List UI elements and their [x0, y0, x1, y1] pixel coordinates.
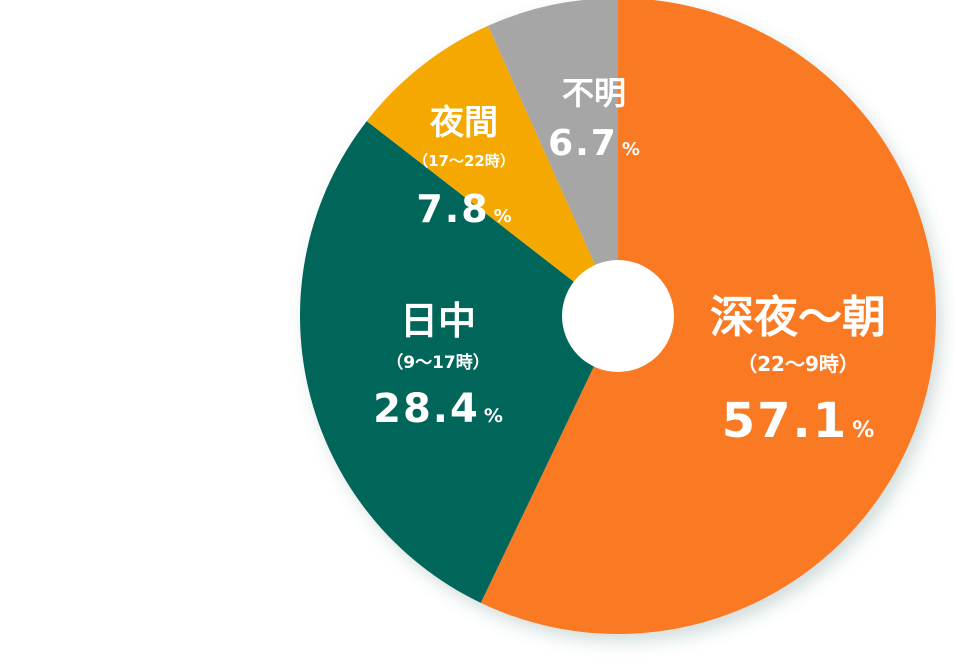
- slice-value: 57.1: [722, 393, 848, 449]
- label-group-slice-2: 夜間 （17～22時） 7.8%: [413, 103, 515, 231]
- slice-unit: %: [494, 206, 512, 227]
- slice-label-name: 深夜～朝: [710, 292, 886, 343]
- slice-unit: %: [852, 418, 874, 443]
- slice-label-name: 夜間: [429, 103, 498, 143]
- pie-slice-0: [480, 0, 936, 634]
- slice-label-value: 57.1%: [722, 393, 874, 449]
- pie-slice-3: [488, 0, 618, 316]
- slice-unit: %: [622, 139, 640, 160]
- label-group-slice-1: 日中 （9～17時） 28.4%: [373, 299, 503, 432]
- slices: [300, 0, 936, 634]
- slice-value: 28.4: [373, 386, 480, 432]
- label-group-slice-0: 深夜～朝 （22～9時） 57.1%: [710, 292, 886, 449]
- slice-value: 6.7: [548, 123, 618, 164]
- donut-hole: [562, 260, 674, 372]
- slice-label-value: 6.7%: [548, 123, 640, 164]
- pie-slice-1: [300, 121, 618, 603]
- slice-label-sub: （22～9時）: [737, 352, 859, 376]
- slice-label-sub: （9～17時）: [386, 352, 490, 373]
- slice-unit: %: [484, 405, 503, 427]
- slice-label-value: 7.8%: [416, 187, 511, 231]
- slice-label-name: 不明: [562, 74, 626, 112]
- slice-label-name: 日中: [400, 299, 476, 343]
- slice-label-sub: （17～22時）: [413, 152, 515, 170]
- label-group-slice-3: 不明 6.7%: [548, 74, 640, 164]
- slice-value: 7.8: [416, 187, 489, 231]
- slice-label-value: 28.4%: [373, 386, 503, 432]
- pie-slice-2: [366, 25, 618, 316]
